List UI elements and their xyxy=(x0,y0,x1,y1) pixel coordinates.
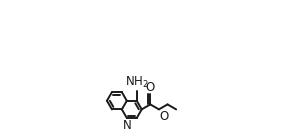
Text: N: N xyxy=(123,119,131,132)
Text: O: O xyxy=(146,81,155,94)
Text: O: O xyxy=(160,110,169,123)
Text: NH$_2$: NH$_2$ xyxy=(125,75,149,90)
